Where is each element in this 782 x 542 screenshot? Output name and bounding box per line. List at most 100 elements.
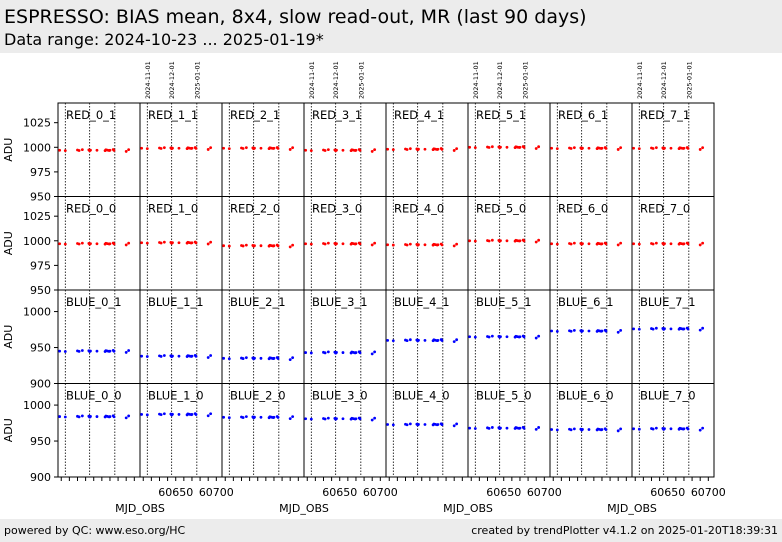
data-point — [259, 244, 263, 248]
panel-frame — [303, 196, 387, 291]
data-point — [669, 242, 673, 246]
date-marker-label: 2024-11-01 — [636, 61, 644, 99]
data-point — [600, 146, 604, 150]
panel-label: BLUE_0_1 — [66, 295, 122, 309]
data-point — [341, 242, 345, 246]
data-point — [391, 339, 395, 343]
data-point — [436, 338, 440, 342]
data-point — [452, 424, 456, 428]
data-point — [309, 351, 313, 355]
panel-label: BLUE_4_0 — [394, 389, 450, 403]
data-point — [162, 146, 166, 150]
data-point — [124, 351, 128, 354]
data-point — [423, 338, 427, 342]
y-tick-label: 950 — [30, 191, 51, 204]
data-point — [669, 427, 673, 431]
data-point — [405, 339, 409, 343]
data-point — [423, 147, 427, 151]
data-point — [112, 242, 116, 246]
y-tick-label: 1000 — [23, 235, 51, 248]
panel-label: BLUE_7_1 — [640, 295, 696, 309]
data-point — [616, 429, 620, 433]
data-point — [341, 417, 345, 421]
data-point — [686, 327, 690, 331]
panel-label: RED_2_0 — [230, 202, 280, 216]
data-point — [587, 428, 591, 431]
data-point — [58, 148, 62, 152]
data-point — [468, 239, 472, 243]
data-point — [63, 149, 67, 152]
data-point — [194, 241, 198, 245]
panel-label: RED_3_1 — [312, 108, 362, 122]
x-axis-label: MJD_OBS — [279, 502, 329, 515]
panel-label: RED_7_1 — [640, 108, 690, 122]
y-tick-label: 950 — [30, 284, 51, 297]
data-point — [534, 147, 538, 150]
data-point — [587, 146, 591, 150]
panel-label: BLUE_6_1 — [558, 295, 614, 309]
panel-label: RED_1_1 — [148, 108, 198, 122]
data-point — [171, 146, 174, 150]
data-point — [490, 238, 494, 242]
data-point — [572, 146, 576, 150]
data-point — [686, 427, 690, 431]
date-marker-label: 2025-01-01 — [193, 61, 201, 99]
data-point — [309, 149, 313, 152]
footer-band — [0, 519, 782, 542]
data-point — [555, 147, 559, 151]
panel-label: RED_7_0 — [640, 202, 690, 216]
data-point — [373, 350, 377, 354]
data-point — [698, 243, 702, 247]
data-point — [701, 241, 705, 245]
data-point — [604, 242, 608, 246]
data-point — [440, 423, 444, 427]
data-point — [190, 354, 194, 358]
data-point — [682, 327, 686, 331]
data-point — [244, 356, 248, 360]
y-tick-label: 975 — [30, 259, 51, 272]
data-point — [417, 422, 420, 426]
panel-frame — [221, 196, 305, 291]
data-point — [244, 146, 248, 150]
y-tick-label: 1000 — [23, 306, 51, 319]
panel-label: BLUE_0_0 — [66, 389, 122, 403]
panel-label: BLUE_3_1 — [312, 295, 368, 309]
panel-frame — [57, 383, 141, 478]
panel-label: RED_5_1 — [476, 108, 526, 122]
data-point — [373, 416, 377, 420]
data-point — [440, 147, 444, 151]
data-point — [253, 244, 256, 247]
data-point — [77, 149, 81, 152]
data-point — [505, 145, 509, 149]
data-point — [209, 354, 213, 357]
data-point — [177, 146, 181, 150]
data-point — [632, 146, 636, 150]
date-marker-label: 2024-11-01 — [308, 61, 316, 99]
data-point — [272, 146, 276, 150]
data-point — [89, 349, 92, 353]
data-point — [140, 241, 144, 245]
header-band — [0, 0, 782, 53]
data-point — [140, 354, 144, 358]
footer-credit-link[interactable]: powered by QC: www.eso.org/HC — [4, 524, 186, 537]
data-point — [581, 242, 584, 246]
data-point — [323, 351, 327, 355]
data-point — [651, 427, 655, 431]
data-point — [222, 244, 226, 248]
data-point — [408, 338, 412, 342]
data-point — [276, 357, 280, 360]
x-tick-label: 60700 — [691, 486, 726, 499]
data-point — [124, 243, 128, 247]
data-point — [632, 242, 636, 246]
data-point — [95, 242, 99, 246]
data-point — [373, 241, 377, 245]
data-point — [108, 415, 112, 418]
data-point — [468, 145, 472, 149]
data-point — [651, 327, 655, 331]
data-point — [63, 415, 67, 419]
data-point — [654, 326, 658, 330]
data-point — [487, 239, 491, 243]
data-point — [604, 329, 608, 333]
panel-frame — [221, 383, 305, 478]
